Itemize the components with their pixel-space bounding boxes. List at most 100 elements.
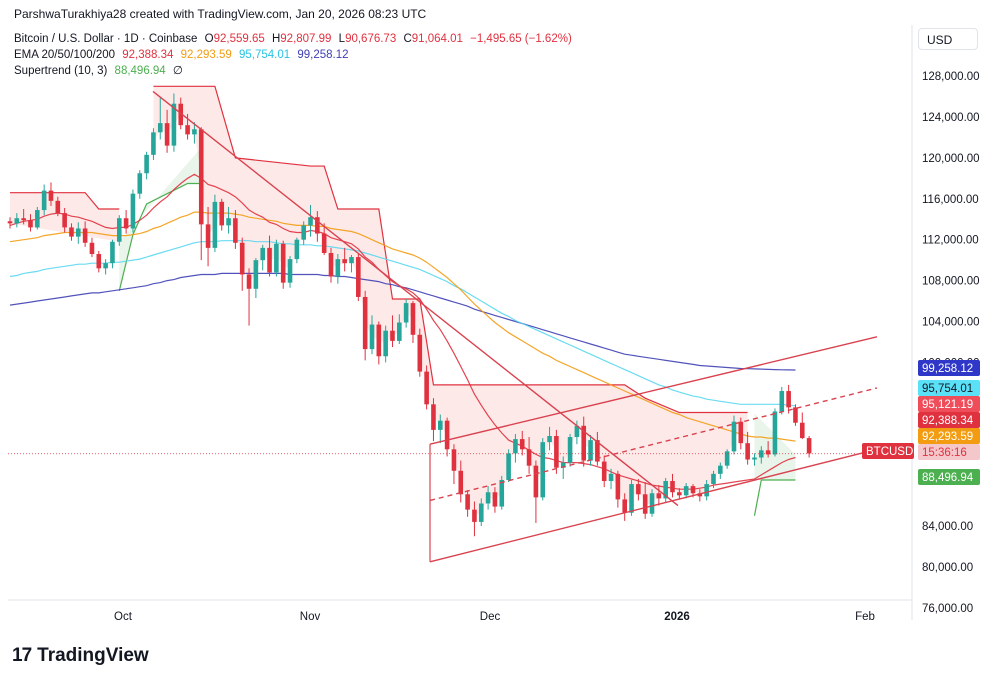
candle [294, 237, 300, 264]
candle [772, 408, 778, 457]
candle [151, 128, 156, 160]
candle [280, 240, 286, 289]
price-tick-label: 124,000.00 [922, 112, 980, 124]
candle-body [335, 259, 341, 277]
candle-body [779, 391, 785, 412]
candle-body [690, 486, 696, 494]
price-tag: 95,121.19 [918, 396, 980, 412]
trendline [429, 448, 878, 563]
candle [390, 315, 395, 348]
supertrend-lower-band-oct [118, 182, 202, 291]
hidden-icon[interactable]: ∅ [172, 65, 183, 77]
candle [274, 239, 279, 277]
ema50-value: 92,293.59 [180, 49, 232, 61]
candle [35, 206, 40, 230]
price-tick-label: 76,000.00 [922, 603, 973, 615]
price-tick-label: 112,000.00 [922, 235, 979, 247]
price-tick-label: 80,000.00 [922, 562, 973, 574]
candle-body [704, 484, 709, 497]
candle-body [274, 243, 279, 273]
candle [369, 315, 375, 355]
candle-body [164, 123, 170, 146]
candle-body [697, 493, 703, 497]
candle [287, 256, 293, 288]
candle-body [390, 330, 395, 341]
price-tick-label: 84,000.00 [922, 521, 973, 533]
candle [137, 170, 143, 199]
time-tick-label: 2026 [664, 611, 690, 623]
candle-body [499, 479, 505, 507]
price-tag-text: 99,258.12 [922, 363, 973, 375]
supertrend-bearish-fill [153, 86, 748, 516]
candle-body [724, 451, 730, 466]
candle-body [212, 201, 218, 248]
ema20-value: 92,388.34 [122, 49, 174, 61]
price-tag-text: 88,496.94 [922, 472, 974, 484]
candle [21, 209, 26, 225]
candle [171, 93, 177, 152]
supertrend-value: 88,496.94 [114, 65, 166, 77]
candle [410, 301, 416, 343]
candle-body [69, 227, 74, 237]
candle [752, 453, 757, 466]
candle-body [185, 125, 190, 135]
candle-body [478, 503, 484, 522]
price-tag-text: 92,293.59 [922, 431, 973, 443]
candle [82, 221, 88, 247]
candle [14, 213, 20, 228]
candle-body [513, 439, 518, 454]
candle [424, 365, 429, 410]
candle [239, 237, 245, 291]
candle [48, 182, 54, 206]
candle-body [151, 132, 156, 155]
candle-body [765, 450, 771, 455]
candle [636, 478, 641, 501]
candle [738, 417, 744, 450]
candle-body [417, 334, 423, 372]
candle-body [547, 436, 552, 443]
supertrend-label[interactable]: Supertrend (10, 3) [14, 65, 108, 77]
candle-body [144, 154, 149, 174]
candle-body [636, 484, 641, 495]
close-label: C [403, 33, 412, 45]
candle [724, 449, 730, 469]
candle-body [267, 247, 272, 273]
close-value: 91,064.01 [411, 33, 463, 45]
tradingview-logo[interactable]: 17 TradingView [12, 645, 149, 667]
ema-label[interactable]: EMA 20/50/100/200 [14, 49, 116, 61]
candle [41, 184, 47, 216]
price-tick-label: 108,000.00 [922, 276, 980, 288]
candle [451, 444, 457, 485]
time-tick-label: Dec [480, 611, 501, 623]
candle [362, 290, 368, 361]
candle-body [465, 494, 470, 510]
candle [656, 485, 662, 506]
symbol-title[interactable]: Bitcoin / U.S. Dollar · 1D · Coinbase [14, 33, 198, 45]
symbol-tag-bg [862, 443, 914, 459]
open-value: 92,559.65 [213, 33, 265, 45]
candle-body [444, 420, 450, 450]
candle [308, 204, 313, 237]
candle [670, 473, 675, 498]
candle [233, 210, 238, 249]
candle [731, 415, 737, 455]
candle [62, 208, 67, 233]
candle [205, 206, 211, 267]
candle-body [342, 259, 347, 264]
candle-body [253, 260, 259, 289]
candle [547, 426, 552, 451]
candle [267, 235, 272, 277]
currency-selector[interactable]: USD [918, 28, 978, 50]
candle [519, 430, 525, 456]
candle [677, 488, 682, 500]
candle-body [35, 210, 40, 228]
candle-body [62, 213, 67, 228]
candle [799, 412, 805, 440]
tv-logo-icon: 17 [12, 645, 32, 666]
candle-body [315, 217, 320, 234]
candle [786, 384, 791, 414]
candle-body [745, 443, 750, 460]
candle [649, 489, 655, 517]
candle [144, 151, 149, 180]
